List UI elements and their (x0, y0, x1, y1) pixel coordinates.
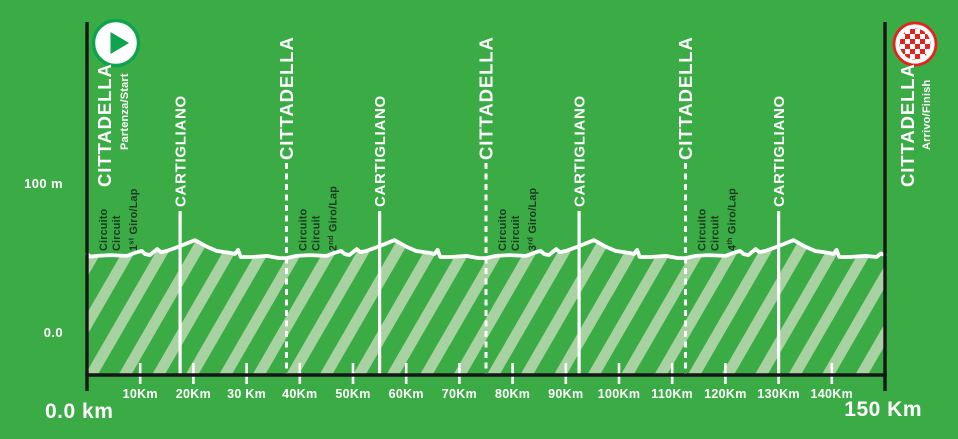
axis-tick-label: 90Km (548, 387, 583, 401)
axis-tick-label: 110Km (651, 387, 693, 401)
circuit-label-circuit: Circuit (510, 215, 522, 251)
circuit-label-lap: 1st Giro/Lap (127, 188, 141, 251)
start-icon-triangle (110, 32, 129, 54)
elevation-line (85, 238, 887, 261)
play-start-icon (91, 18, 141, 68)
axis-tick-label: 80Km (495, 387, 530, 401)
y-axis-label-0: 0.0 (44, 325, 63, 340)
circuit-label-circuit: Circuit (710, 215, 722, 251)
axis-tick-label: 30 Km (227, 387, 266, 401)
start-distance-label: 0.0 km (45, 400, 113, 423)
town-label-cittadella-finish: CITTADELLA (897, 63, 918, 187)
circuit-label-circuito: Circuito (697, 208, 709, 251)
circuit-label-lap: 4th Giro/Lap (725, 188, 739, 251)
checkered-finish-icon (892, 21, 938, 67)
town-label-cittadella-lap: CITTADELLA (476, 36, 497, 160)
town-label-cittadella-lap: CITTADELLA (276, 36, 297, 160)
axis-tick-label: 70Km (442, 387, 477, 401)
circuit-label-lap: 3rd Giro/Lap (526, 187, 540, 251)
circuit-label-lap: 2nd Giro/Lap (326, 186, 340, 251)
axis-tick-label: 100Km (598, 387, 641, 401)
axis-tick-label: 130Km (757, 387, 800, 401)
axis-tick-label: 10Km (123, 387, 158, 401)
axis-tick-label: 140Km (811, 387, 854, 401)
town-label-cittadella-start: CITTADELLA (94, 63, 115, 187)
start-subtitle-label: Partenza/Start (119, 73, 131, 150)
axis-tick-label: 60Km (389, 387, 424, 401)
finish-subtitle-label: Arrivo/Finish (921, 79, 933, 150)
circuit-label-circuito: Circuito (497, 208, 509, 251)
axis-tick-label: 120Km (704, 387, 747, 401)
town-label-cartigliano: CARTIGLIANO (173, 95, 190, 207)
y-axis-label-100m: 100 m (24, 176, 63, 191)
axis-tick-label: 50Km (335, 387, 370, 401)
axis-tick-label: 20Km (176, 387, 211, 401)
circuit-label-circuit: Circuit (311, 215, 323, 251)
axes (85, 22, 887, 391)
circuit-label-circuito: Circuito (298, 208, 310, 251)
circuit-label-circuito: Circuito (98, 208, 110, 251)
town-label-cartigliano: CARTIGLIANO (771, 95, 788, 207)
town-label-cartigliano: CARTIGLIANO (372, 95, 389, 207)
finish-icon-checker (899, 28, 931, 60)
town-label-cartigliano: CARTIGLIANO (572, 95, 589, 207)
axis-tick-label: 40Km (282, 387, 317, 401)
town-label-cittadella-lap: CITTADELLA (675, 36, 696, 160)
circuit-label-circuit: Circuit (111, 215, 123, 251)
total-distance-label: 150 Km (844, 398, 922, 421)
